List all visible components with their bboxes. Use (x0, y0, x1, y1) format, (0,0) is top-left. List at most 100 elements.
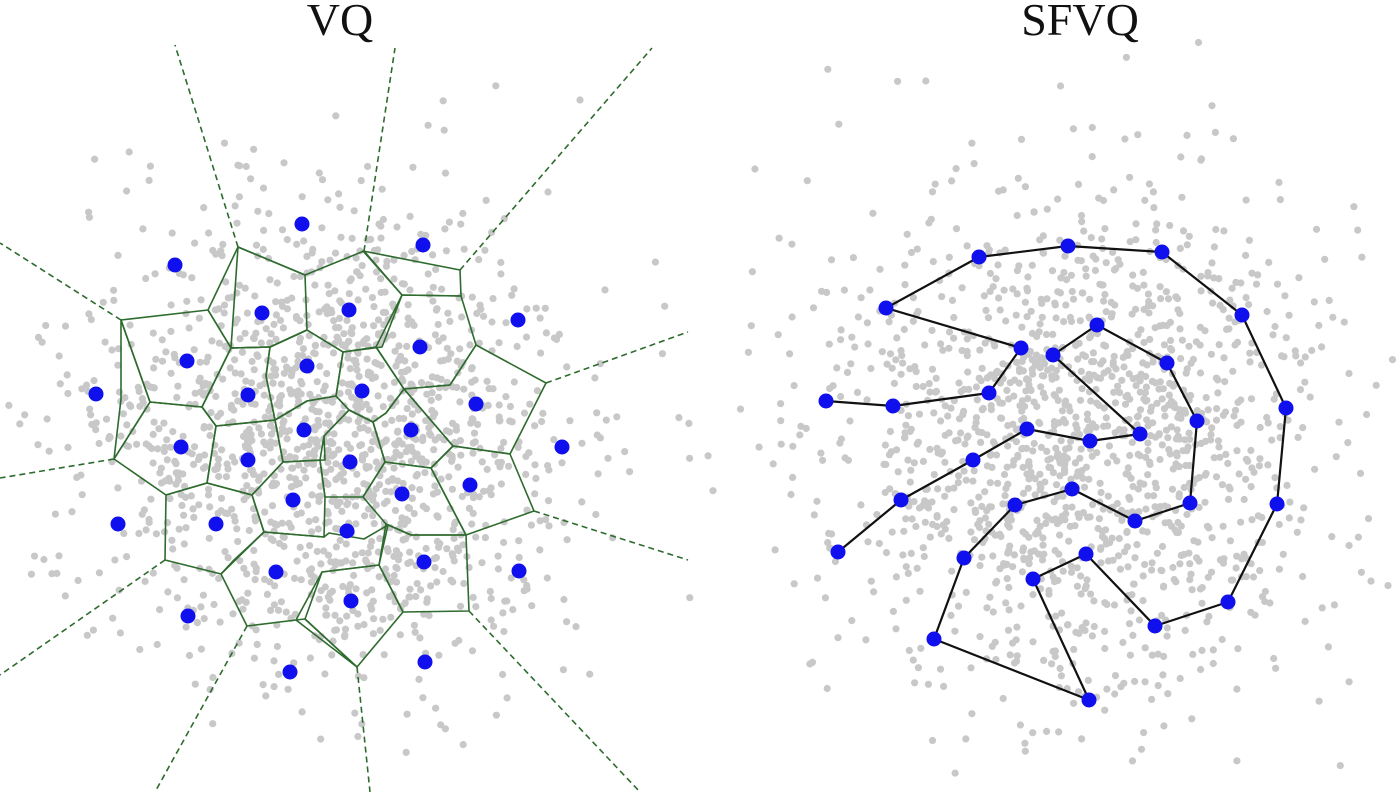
scatter-point (332, 543, 340, 551)
scatter-point (1082, 272, 1090, 280)
scatter-point (21, 411, 29, 419)
scatter-point (1028, 261, 1036, 269)
scatter-point (1129, 631, 1137, 640)
scatter-point (1325, 296, 1333, 304)
scatter-point (821, 594, 830, 602)
scatter-point (272, 311, 280, 319)
scatter-point (328, 651, 336, 659)
scatter-point (1123, 350, 1131, 358)
scatter-point (864, 340, 872, 348)
scatter-point (1036, 470, 1044, 478)
scatter-point (1189, 650, 1197, 659)
scatter-point (481, 534, 489, 542)
scatter-point (1125, 370, 1133, 378)
scatter-point (254, 207, 262, 215)
scatter-point (998, 414, 1006, 422)
scatter-point (429, 283, 437, 291)
scatter-point (1006, 379, 1014, 387)
scatter-point (1205, 524, 1213, 532)
scatter-point (360, 424, 368, 432)
scatter-point (769, 460, 777, 468)
scatter-point (239, 605, 247, 613)
scatter-point (977, 438, 985, 446)
scatter-point (295, 479, 304, 488)
scatter-point (345, 290, 353, 298)
scatter-point (1109, 452, 1117, 460)
scatter-point (796, 431, 804, 439)
scatter-point (309, 245, 317, 253)
scatter-point (432, 306, 440, 314)
scatter-point (178, 501, 186, 510)
scatter-point (171, 457, 179, 465)
scatter-point (931, 180, 939, 188)
scatter-point (306, 390, 314, 398)
scatter-point (475, 256, 483, 264)
scatter-point (431, 482, 439, 490)
scatter-point (911, 679, 919, 687)
scatter-point (1149, 188, 1157, 196)
scatter-point (1175, 463, 1183, 471)
scatter-point (1067, 562, 1075, 570)
sfvq-centroid (1147, 618, 1163, 634)
scatter-point (407, 457, 415, 465)
scatter-point (329, 451, 337, 459)
scatter-point (432, 704, 440, 712)
scatter-point (963, 335, 971, 343)
scatter-point (1086, 334, 1094, 342)
scatter-point (460, 579, 468, 588)
scatter-point (902, 515, 910, 523)
scatter-point (435, 337, 443, 345)
scatter-point (1021, 298, 1029, 306)
scatter-point (1154, 682, 1162, 690)
scatter-point (275, 539, 284, 548)
scatter-point (1096, 374, 1105, 382)
scatter-point (431, 564, 439, 572)
scatter-point (1077, 590, 1085, 598)
scatter-point (224, 294, 232, 302)
scatter-point (1010, 659, 1019, 667)
scatter-point (970, 467, 978, 475)
voronoi-dashed-edge (154, 625, 248, 792)
scatter-point (78, 491, 86, 499)
scatter-point (1296, 386, 1305, 394)
scatter-point (1176, 244, 1184, 252)
scatter-point (1283, 481, 1291, 489)
scatter-point (809, 304, 818, 312)
scatter-point (95, 439, 103, 448)
scatter-point (1142, 505, 1150, 513)
scatter-point (369, 597, 377, 605)
sfvq-centroid (1060, 238, 1076, 254)
scatter-point (469, 509, 477, 517)
scatter-point (149, 569, 157, 577)
scatter-point (209, 720, 217, 728)
scatter-point (341, 625, 350, 633)
scatter-point (1013, 211, 1021, 220)
scatter-point (390, 275, 398, 283)
voronoi-dashed-edge (459, 47, 653, 271)
scatter-point (1003, 560, 1011, 569)
scatter-point (1152, 238, 1160, 247)
scatter-point (427, 396, 435, 404)
scatter-point (145, 176, 153, 184)
scatter-point (237, 370, 245, 378)
scatter-point (1139, 572, 1147, 580)
scatter-point (1019, 528, 1027, 536)
scatter-point (1299, 572, 1307, 581)
scatter-point (1126, 173, 1134, 181)
scatter-point (892, 573, 901, 581)
scatter-point (1216, 556, 1224, 564)
scatter-point (1126, 651, 1134, 659)
scatter-point (1252, 280, 1261, 288)
scatter-point (410, 621, 418, 629)
scatter-point (1072, 628, 1080, 636)
scatter-point (1061, 516, 1069, 524)
scatter-point (747, 322, 755, 330)
scatter-point (471, 376, 479, 384)
scatter-point (457, 451, 465, 459)
scatter-point (1166, 221, 1174, 230)
scatter-point (1169, 563, 1177, 572)
scatter-point (469, 415, 477, 424)
scatter-point (114, 251, 122, 259)
scatter-point (416, 634, 424, 642)
